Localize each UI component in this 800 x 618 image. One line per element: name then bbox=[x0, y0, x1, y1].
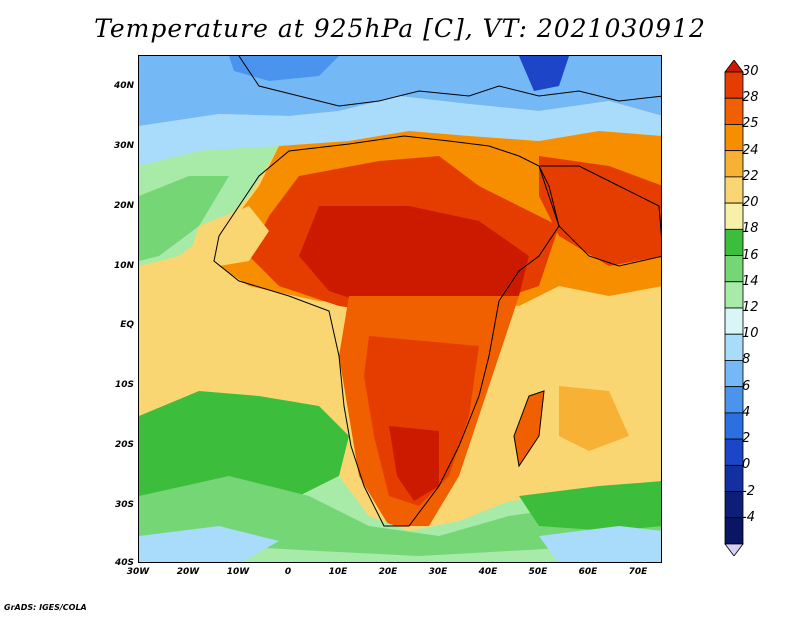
lon-label-50e: 50E bbox=[528, 567, 548, 577]
colorbar-swatch bbox=[724, 386, 744, 414]
africa-coastline bbox=[213, 135, 560, 527]
temperature-map bbox=[139, 56, 661, 562]
europe-coastline bbox=[238, 56, 661, 107]
colorbar-swatch bbox=[724, 71, 744, 99]
lon-label-70e: 70E bbox=[628, 567, 648, 577]
arabia-hot bbox=[539, 156, 661, 266]
colorbar-swatch bbox=[724, 150, 744, 178]
lon-label-10e: 10E bbox=[328, 567, 348, 577]
west-coast-yellow bbox=[189, 206, 269, 266]
lon-label-20w: 20W bbox=[176, 567, 200, 577]
colorbar-label: 22 bbox=[742, 168, 759, 184]
south-ocean-deepgreen bbox=[519, 481, 661, 531]
south-ocean-blue bbox=[139, 526, 279, 562]
colorbar-swatch bbox=[724, 255, 744, 283]
colorbar-swatch bbox=[724, 202, 744, 230]
madagascar bbox=[514, 391, 544, 466]
lon-label-30e: 30E bbox=[428, 567, 448, 577]
lon-label-20e: 20E bbox=[378, 567, 398, 577]
colorbar-label: -4 bbox=[742, 509, 755, 525]
colorbar-swatch bbox=[724, 517, 744, 545]
colorbar-label: 8 bbox=[742, 352, 751, 368]
lon-label-10w: 10W bbox=[226, 567, 250, 577]
lat-label-10s: 10S bbox=[114, 380, 134, 390]
colorbar-label: 12 bbox=[742, 300, 759, 315]
colorbar-swatch bbox=[724, 281, 744, 309]
colorbar-label: 25 bbox=[742, 116, 759, 132]
colorbar-label: 20 bbox=[742, 195, 759, 211]
colorbar-label: 4 bbox=[742, 404, 751, 420]
chart-title: Temperature at 925hPa [C], VT: 202103091… bbox=[94, 14, 706, 43]
colorbar-label: 24 bbox=[742, 142, 759, 158]
central-africa-hot bbox=[299, 206, 529, 316]
colorbar-swatch bbox=[724, 438, 744, 466]
lat-label-20s: 20S bbox=[114, 440, 134, 450]
colorbar-label: 0 bbox=[742, 457, 751, 473]
south-africa-hottest bbox=[389, 426, 439, 501]
lon-label-40e: 40E bbox=[478, 567, 498, 577]
lon-label-0: 0 bbox=[284, 567, 292, 577]
south-ocean-green bbox=[139, 476, 661, 556]
south-atlantic-green bbox=[139, 391, 349, 506]
lon-label-60e: 60E bbox=[578, 567, 598, 577]
colorbar-label: -2 bbox=[742, 483, 755, 499]
lat-label-40n: 40N bbox=[113, 81, 134, 91]
colorbar-swatch bbox=[724, 333, 744, 361]
colorbar-label: 2 bbox=[742, 431, 751, 447]
madagascar-coastline bbox=[513, 390, 545, 468]
north-dark-blue bbox=[229, 56, 339, 81]
colorbar-swatch bbox=[724, 491, 744, 519]
south-ocean-blue-2 bbox=[539, 526, 661, 562]
colorbar-swatch bbox=[724, 176, 744, 204]
lon-label-30w: 30W bbox=[126, 567, 150, 577]
colorbar-bottom-arrow bbox=[724, 543, 744, 556]
arabia-coastline bbox=[538, 165, 661, 267]
colorbar-swatch bbox=[724, 228, 744, 256]
lat-label-30s: 30S bbox=[114, 500, 134, 510]
lat-label-10n: 10N bbox=[113, 261, 134, 271]
colorbar-label: 10 bbox=[742, 326, 759, 342]
colorbar-swatch bbox=[724, 412, 744, 440]
lat-label-eq: EQ bbox=[120, 320, 134, 330]
lat-label-30n: 30N bbox=[113, 141, 134, 151]
colorbar-swatch bbox=[724, 360, 744, 388]
lat-label-40s: 40S bbox=[114, 558, 134, 568]
colorbar-label: 30 bbox=[742, 64, 759, 79]
west-ocean-midgreen bbox=[139, 176, 229, 261]
colorbar-swatch bbox=[724, 97, 744, 125]
lat-label-20n: 20N bbox=[113, 201, 134, 211]
colorbar-label: 14 bbox=[742, 273, 759, 289]
colorbar-label: 16 bbox=[742, 247, 759, 263]
colorbar-top-arrow bbox=[724, 60, 744, 73]
north-light-blue bbox=[139, 96, 661, 166]
map-panel bbox=[138, 55, 662, 563]
colorbar bbox=[724, 60, 744, 556]
colorbar-label: 28 bbox=[742, 90, 759, 106]
colorbar-label: 6 bbox=[742, 378, 751, 394]
colorbar-label: 18 bbox=[742, 221, 759, 237]
north-dark-blue-2 bbox=[519, 56, 569, 91]
indian-ocean-orange bbox=[559, 386, 629, 451]
colorbar-swatch bbox=[724, 124, 744, 152]
colorbar-swatch bbox=[724, 464, 744, 492]
colorbar-swatch bbox=[724, 307, 744, 335]
credit-text: GrADS: IGES/COLA bbox=[4, 603, 87, 612]
